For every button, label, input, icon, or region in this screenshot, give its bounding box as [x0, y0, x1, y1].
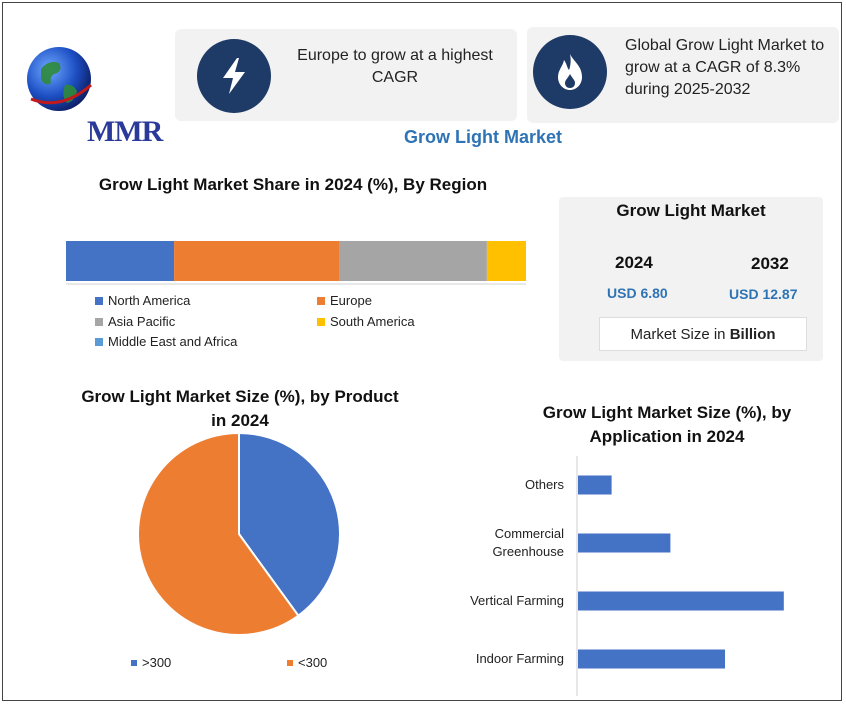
- region-chart-title: Grow Light Market Share in 2024 (%), By …: [98, 175, 488, 194]
- legend-swatch: [317, 296, 325, 305]
- legend-item-europe: Europe: [317, 293, 372, 308]
- region-segment-north-america: [66, 241, 175, 281]
- legend-swatch: [95, 317, 103, 326]
- market-size-unit: Market Size in Billion: [599, 317, 807, 351]
- logo-text: MMR: [87, 115, 163, 148]
- year-2032-label: 2032: [751, 254, 789, 273]
- legend-item-below-300: <300: [287, 655, 327, 670]
- market-size-box: Grow Light Market 2024 USD 6.80 2032 USD…: [559, 197, 823, 361]
- application-title-line2: Application in 2024: [589, 427, 745, 446]
- highlight-text-europe: Europe to grow at a highest CAGR: [297, 47, 493, 86]
- category-label-vertical-farming: Vertical Farming: [470, 593, 564, 608]
- bar-vertical-farming: [578, 591, 784, 611]
- legend-item-south-america: South America: [317, 314, 415, 329]
- highlight-text-cagr: Global Grow Light Market to grow at a CA…: [625, 37, 825, 98]
- product-chart-title: Grow Light Market Size (%), by Product i…: [43, 385, 437, 433]
- bar-indoor-farming: [578, 649, 725, 669]
- category-label-indoor-farming: Indoor Farming: [476, 651, 564, 666]
- globe-icon: [27, 47, 92, 111]
- application-title-line1: Grow Light Market Size (%), by: [542, 403, 792, 422]
- legend-label: South America: [330, 314, 415, 329]
- legend-item-north-america: North America: [95, 293, 190, 308]
- legend-label: >300: [142, 655, 172, 670]
- legend-label: Europe: [330, 293, 372, 308]
- pie-slice-below-300: [137, 431, 300, 636]
- legend-label: <300: [298, 655, 328, 670]
- unit-prefix: Market Size in: [630, 325, 730, 343]
- lightning-icon: [197, 39, 271, 113]
- legend-swatch: [317, 317, 325, 326]
- flame-icon: [533, 35, 607, 109]
- product-pie-chart: [137, 431, 341, 636]
- category-label-others: Others: [525, 477, 565, 492]
- legend-item-asia-pacific: Asia Pacific: [95, 314, 175, 329]
- bar-commercial-greenhouse: [578, 533, 671, 553]
- legend-swatch: [95, 337, 103, 346]
- market-size-title: Grow Light Market: [616, 201, 766, 220]
- pie-slice-above-300: [238, 431, 341, 618]
- region-share-chart: [66, 241, 526, 285]
- legend-item-above-300: >300: [131, 655, 171, 670]
- product-title-line1: Grow Light Market Size (%), by Product: [81, 387, 399, 406]
- highlight-card-europe: Europe to grow at a highest CAGR: [175, 29, 517, 121]
- mmr-logo: MMR: [21, 41, 166, 148]
- legend-label: North America: [108, 293, 191, 308]
- region-segment-south-america: [486, 241, 526, 281]
- application-bar-chart: Others Commercial Greenhouse Vertical Farmi…: [470, 456, 784, 696]
- value-2032: USD 12.87: [729, 286, 798, 302]
- year-2024-label: 2024: [615, 253, 653, 272]
- legend-swatch: [131, 659, 137, 666]
- highlight-card-cagr: Global Grow Light Market to grow at a CA…: [527, 27, 839, 123]
- legend-swatch: [287, 659, 293, 666]
- main-title: Grow Light Market: [403, 127, 562, 147]
- region-segment-europe: [174, 241, 340, 281]
- application-chart-title: Grow Light Market Size (%), by Applicati…: [477, 401, 846, 449]
- bar-others: [578, 475, 612, 495]
- region-segment-asia-pacific: [339, 241, 487, 281]
- category-label-commercial-greenhouse: Commercial Greenhouse: [492, 526, 564, 559]
- unit-bold: Billion: [729, 325, 776, 343]
- legend-item-middle-east-africa: Middle East and Africa: [95, 334, 237, 349]
- legend-label: Asia Pacific: [108, 314, 176, 329]
- legend-swatch: [95, 296, 103, 305]
- product-title-line2: in 2024: [211, 411, 269, 430]
- value-2024: USD 6.80: [607, 285, 668, 301]
- legend-label: Middle East and Africa: [108, 334, 238, 349]
